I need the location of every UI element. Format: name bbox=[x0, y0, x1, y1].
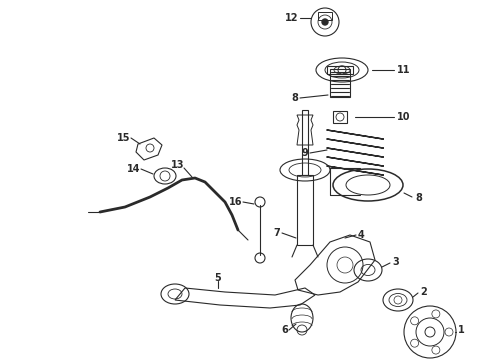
Text: 1: 1 bbox=[458, 325, 465, 335]
Bar bbox=[330, 69, 350, 97]
Circle shape bbox=[338, 66, 346, 74]
Bar bbox=[333, 111, 347, 123]
Bar bbox=[327, 66, 353, 74]
Text: 7: 7 bbox=[273, 228, 280, 238]
Text: 16: 16 bbox=[228, 197, 242, 207]
Text: 14: 14 bbox=[126, 164, 140, 174]
Bar bbox=[297, 175, 313, 245]
Text: 9: 9 bbox=[301, 148, 308, 158]
Circle shape bbox=[425, 327, 435, 337]
Text: 3: 3 bbox=[392, 257, 399, 267]
Text: 10: 10 bbox=[397, 112, 411, 122]
Text: 2: 2 bbox=[420, 287, 427, 297]
Text: 5: 5 bbox=[215, 273, 221, 283]
Text: 8: 8 bbox=[415, 193, 422, 203]
Bar bbox=[318, 12, 332, 20]
Text: 6: 6 bbox=[281, 325, 288, 335]
Text: 8: 8 bbox=[291, 93, 298, 103]
Bar bbox=[302, 110, 308, 175]
Text: 15: 15 bbox=[117, 133, 130, 143]
Text: 11: 11 bbox=[397, 65, 411, 75]
Text: 4: 4 bbox=[358, 230, 365, 240]
Circle shape bbox=[322, 19, 328, 25]
Text: 12: 12 bbox=[285, 13, 298, 23]
Text: 13: 13 bbox=[171, 160, 185, 170]
